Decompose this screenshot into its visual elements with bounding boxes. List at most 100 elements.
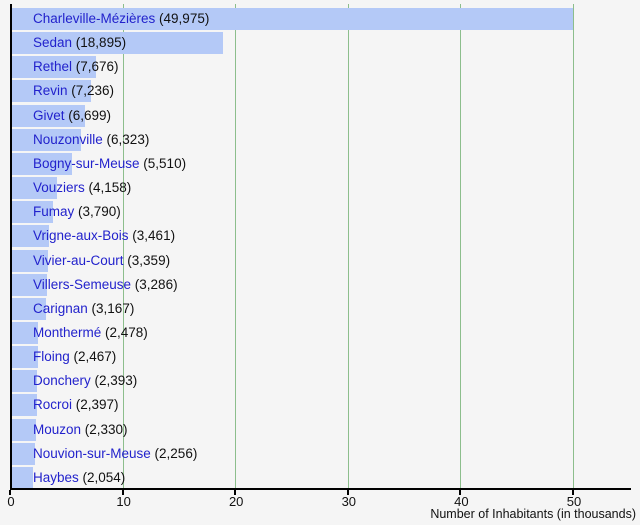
- bar-label: Villers-Semeuse (3,286): [33, 274, 178, 296]
- population-bar: [12, 370, 37, 393]
- population-bar: [12, 128, 81, 151]
- town-link[interactable]: Donchery: [33, 373, 91, 389]
- gridline: [235, 4, 237, 489]
- bar-label: Revin (7,236): [33, 80, 114, 102]
- town-link[interactable]: Nouzonville: [33, 131, 103, 147]
- bar-label: Bogny-sur-Meuse (5,510): [33, 153, 186, 175]
- bar-label: Donchery (2,393): [33, 370, 137, 392]
- population-bar: [12, 177, 57, 200]
- population-bar: [12, 104, 85, 127]
- population-bar: [12, 225, 49, 248]
- town-link[interactable]: Rethel: [33, 59, 73, 75]
- gridline: [460, 4, 462, 489]
- town-link[interactable]: Rocroi: [33, 397, 73, 413]
- population-value: (5,510): [139, 155, 187, 171]
- population-value: (3,359): [123, 252, 171, 268]
- population-value: (7,676): [72, 59, 119, 75]
- town-link[interactable]: Sedan: [33, 35, 73, 51]
- x-tick-mark: [121, 490, 124, 495]
- town-link[interactable]: Vouziers: [33, 180, 85, 196]
- bar-label: Haybes (2,054): [33, 467, 125, 489]
- population-value: (7,236): [67, 83, 115, 99]
- population-value: (49,975): [155, 11, 210, 26]
- x-tick-label: 20: [228, 494, 244, 509]
- x-tick-label: 30: [341, 494, 357, 509]
- population-bar: [12, 152, 72, 175]
- x-tick-label: 40: [454, 494, 469, 509]
- population-value: (18,895): [72, 35, 127, 51]
- town-link[interactable]: Revin: [33, 83, 68, 99]
- x-tick-mark: [572, 490, 574, 495]
- bar-label: Sedan (18,895): [33, 32, 126, 54]
- population-bar: [12, 442, 35, 465]
- town-link[interactable]: Carignan: [33, 300, 88, 316]
- population-value: (2,478): [101, 324, 148, 340]
- bar-label: Givet (6,699): [33, 105, 111, 127]
- town-link[interactable]: Bogny-sur-Meuse: [33, 155, 140, 171]
- population-value: (3,461): [128, 228, 176, 244]
- bar-label: Rocroi (2,397): [33, 394, 119, 416]
- bar-label: Fumay (3,790): [33, 201, 121, 223]
- population-bar: [12, 32, 223, 55]
- town-link[interactable]: Charleville-Mézières: [33, 11, 156, 26]
- x-tick-label: 10: [116, 494, 131, 509]
- town-link[interactable]: Villers-Semeuse: [33, 276, 132, 292]
- town-link[interactable]: Givet: [33, 107, 65, 123]
- x-tick-mark: [9, 490, 11, 495]
- population-bar: [12, 56, 96, 79]
- town-link[interactable]: Monthermé: [33, 324, 102, 340]
- town-link[interactable]: Floing: [33, 349, 70, 365]
- x-axis-line: [10, 488, 631, 490]
- bar-label: Nouvion-sur-Meuse (2,256): [33, 443, 197, 465]
- bar-label: Vrigne-aux-Bois (3,461): [33, 225, 175, 247]
- y-axis-line: [10, 4, 12, 490]
- population-bar: [12, 346, 38, 369]
- population-bar: [12, 394, 37, 417]
- town-link[interactable]: Fumay: [33, 204, 75, 220]
- population-value: (2,393): [90, 373, 138, 389]
- bar-label: Rethel (7,676): [33, 56, 119, 78]
- town-link[interactable]: Vivier-au-Court: [33, 252, 124, 268]
- population-value: (3,790): [74, 204, 121, 220]
- gridline: [573, 4, 574, 489]
- town-link[interactable]: Nouvion-sur-Meuse: [33, 445, 151, 461]
- population-value: (3,167): [87, 300, 135, 316]
- x-tick-mark: [234, 490, 237, 495]
- bar-label: Monthermé (2,478): [33, 322, 148, 344]
- population-bar: [12, 201, 53, 224]
- population-bar: [12, 80, 91, 103]
- bar-label: Mouzon (2,330): [33, 419, 128, 441]
- population-value: (3,286): [131, 276, 178, 292]
- gridline: [122, 4, 124, 489]
- bar-label: Floing (2,467): [33, 346, 116, 368]
- population-value: (6,323): [102, 131, 150, 147]
- town-link[interactable]: Mouzon: [33, 421, 82, 437]
- population-bar: [12, 297, 46, 320]
- bar-label: Charleville-Mézières (49,975): [33, 8, 209, 30]
- population-value: (2,330): [81, 421, 128, 437]
- bar-label: Vivier-au-Court (3,359): [33, 250, 170, 272]
- town-link[interactable]: Haybes: [33, 469, 79, 485]
- population-value: (6,699): [64, 107, 112, 123]
- population-value: (4,158): [84, 180, 132, 196]
- gridline: [347, 4, 349, 489]
- population-value: (2,397): [72, 397, 119, 413]
- population-value: (2,256): [150, 445, 198, 461]
- x-tick-mark: [346, 490, 349, 495]
- population-bar: [12, 321, 38, 344]
- population-bar: [12, 273, 47, 296]
- bar-label: Carignan (3,167): [33, 298, 134, 320]
- x-tick-mark: [459, 490, 462, 495]
- population-value: (2,467): [69, 349, 117, 365]
- population-value: (2,054): [78, 469, 126, 485]
- x-axis-title: Number of Inhabitants (in thousands): [430, 507, 636, 521]
- population-bar: [12, 249, 48, 272]
- x-tick-label: 50: [566, 494, 582, 509]
- town-link[interactable]: Vrigne-aux-Bois: [33, 228, 129, 244]
- bar-label: Vouziers (4,158): [33, 177, 131, 199]
- population-bar: [12, 418, 36, 441]
- population-bar: [12, 8, 573, 30]
- bar-label: Nouzonville (6,323): [33, 129, 149, 151]
- x-tick-label: 0: [7, 494, 15, 509]
